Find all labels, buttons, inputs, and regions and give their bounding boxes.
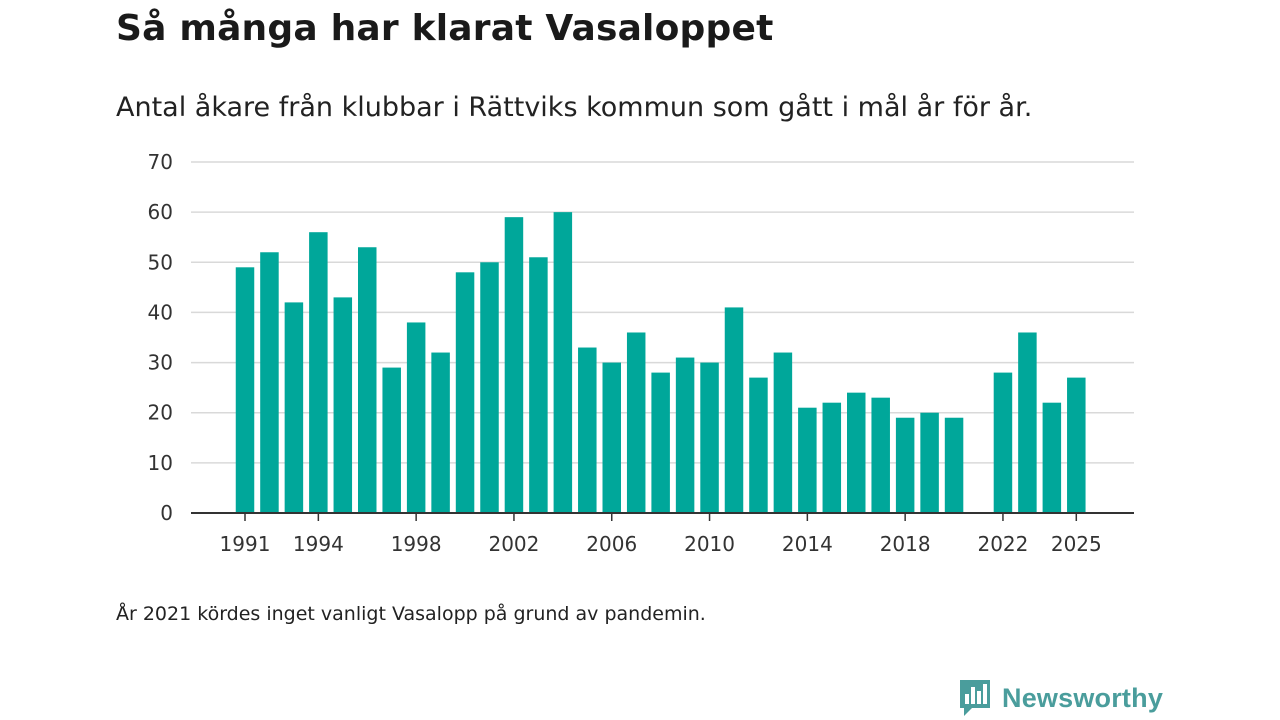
y-tick-label: 30 [148,351,173,375]
x-tick-label: 2014 [782,532,833,556]
bar-1997 [382,367,401,513]
y-tick-label: 20 [148,401,173,425]
bar-2011 [724,307,744,513]
y-tick-label: 60 [148,200,173,224]
x-tick-label: 1991 [220,532,271,556]
bar-1995 [333,297,353,513]
newsworthy-logo-icon [960,680,990,716]
bar-2025 [1067,377,1086,513]
bar-2001 [480,262,499,513]
bar-1991 [235,267,255,513]
brand: Newsworthy [958,678,1163,718]
brand-name: Newsworthy [1002,682,1164,713]
x-axis-ticks: 1991 1994 1998 2002 2006 2010 2014 2018 2022 2025 [220,513,1102,556]
x-tick-label: 1994 [293,532,344,556]
x-tick-label: 2010 [684,532,735,556]
x-tick-label: 2002 [488,532,539,556]
bar-1996 [358,247,377,513]
y-tick-label: 10 [148,451,173,475]
bar-2012 [749,377,768,513]
chart-subtitle: Antal åkare från klubbar i Rättviks komm… [116,92,1033,123]
y-tick-label: 0 [160,501,173,525]
bar-2020 [944,417,964,513]
x-tick-label: 1998 [391,532,442,556]
bar-2022 [993,372,1013,513]
bar-2000 [455,272,475,513]
bar-2006 [602,362,621,513]
bar-2017 [871,397,890,513]
chart-title: Så många har klarat Vasaloppet [116,8,774,49]
x-tick-label: 2022 [977,532,1028,556]
bar-2010 [700,362,719,513]
y-tick-label: 40 [148,300,173,324]
y-tick-label: 70 [148,150,173,174]
bars [235,212,1086,513]
bar-2014 [798,407,817,513]
bar-2013 [773,352,793,513]
bar-1993 [284,302,304,513]
bar-2009 [675,357,695,513]
bar-2003 [529,257,548,513]
bar-1999 [431,352,450,513]
bar-1998 [406,322,426,513]
bar-2016 [847,392,866,513]
y-tick-label: 50 [148,250,173,274]
bar-2004 [553,212,573,513]
x-tick-label: 2018 [880,532,931,556]
bar-2019 [920,412,939,513]
bar-2005 [578,347,597,513]
bar-2015 [822,402,842,513]
x-tick-label: 2006 [586,532,637,556]
bar-2024 [1042,402,1062,513]
bar-2018 [895,417,915,513]
bar-2002 [504,217,524,513]
bar-2008 [651,372,670,513]
bar-chart: 0 10 20 30 40 50 60 70 1991 1994 1998 2002 2006 2010… [148,150,1134,556]
y-axis-ticks: 0 10 20 30 40 50 60 70 [148,150,173,525]
bar-2023 [1018,332,1037,513]
x-tick-label: 2025 [1051,532,1102,556]
footnote: År 2021 kördes inget vanligt Vasalopp på… [116,603,706,625]
bar-2007 [626,332,646,513]
bar-1994 [309,232,328,513]
bar-1992 [260,252,279,513]
